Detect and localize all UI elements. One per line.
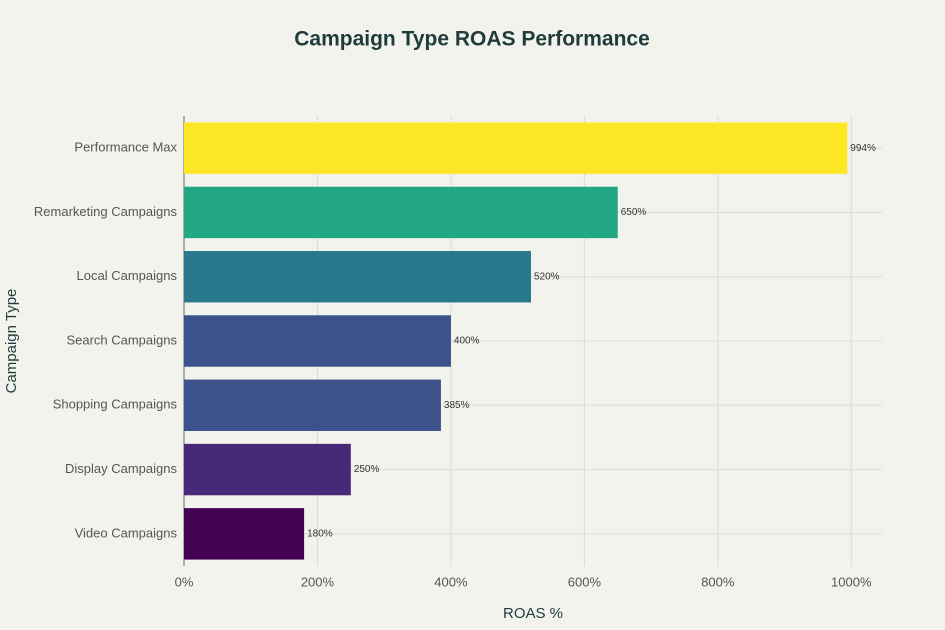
value-label: 400% — [454, 336, 480, 347]
value-label: 180% — [307, 528, 333, 539]
bar — [184, 251, 531, 303]
value-label: 994% — [850, 143, 876, 154]
bar — [184, 315, 451, 367]
y-tick-label: Local Campaigns — [77, 268, 178, 283]
value-label: 520% — [534, 271, 560, 282]
x-tick-label: 200% — [301, 574, 335, 589]
value-label: 650% — [621, 207, 647, 218]
x-tick-label: 800% — [701, 574, 735, 589]
value-label: 385% — [444, 400, 470, 411]
bar — [184, 122, 848, 174]
y-tick-label: Search Campaigns — [66, 332, 177, 347]
value-label: 250% — [354, 464, 380, 475]
y-tick-label: Remarketing Campaigns — [34, 204, 178, 219]
y-tick-label: Shopping Campaigns — [53, 397, 178, 412]
bar — [184, 379, 441, 431]
x-axis-label: ROAS % — [503, 605, 563, 622]
bar — [184, 186, 618, 239]
x-tick-label: 0% — [175, 574, 194, 589]
x-tick-label: 400% — [434, 574, 468, 589]
bar — [184, 443, 351, 496]
bar — [184, 508, 305, 560]
y-tick-label: Performance Max — [74, 140, 177, 155]
y-tick-label: Display Campaigns — [65, 461, 177, 476]
y-tick-label: Video Campaigns — [75, 525, 178, 540]
chart-title: Campaign Type ROAS Performance — [294, 28, 650, 51]
y-axis-label: Campaign Type — [3, 289, 20, 394]
x-tick-label: 600% — [568, 574, 602, 589]
x-tick-label: 1000% — [831, 574, 872, 589]
